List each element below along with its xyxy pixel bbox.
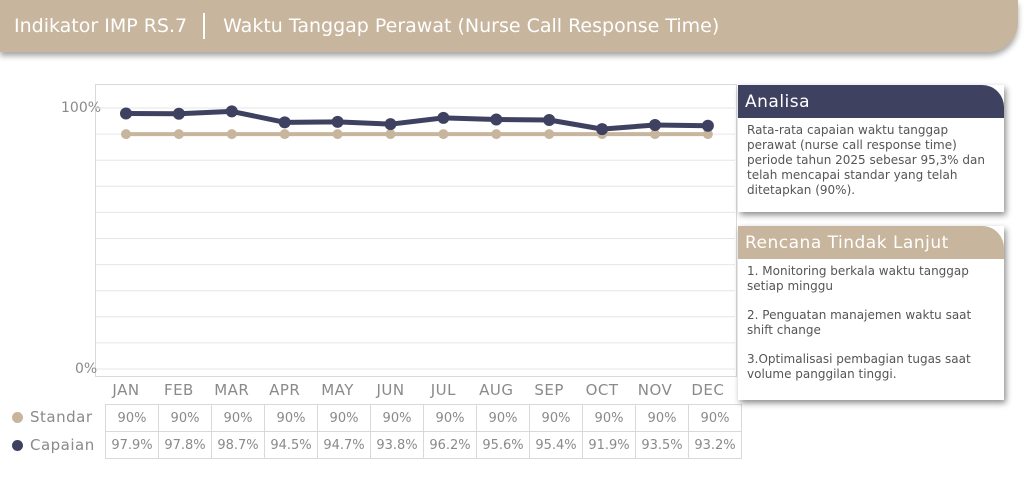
x-tick-label: SEP xyxy=(534,381,564,399)
x-tick-label: NOV xyxy=(637,381,673,399)
legend-standar-label: Standar xyxy=(30,408,93,426)
legend-capaian: Capaian xyxy=(12,436,95,454)
rtl-panel: Rencana Tindak Lanjut 1. Monitoring berk… xyxy=(738,226,1004,400)
data-point-capaian xyxy=(172,107,185,120)
y-tick-0: 0% xyxy=(75,361,98,377)
legend-standar-dot xyxy=(12,411,23,423)
legend-capaian-label: Capaian xyxy=(30,436,95,454)
table-cell: 95.6% xyxy=(476,431,530,459)
data-point-standar xyxy=(544,129,555,140)
analisa-text: Rata-rata capaian waktu tanggap perawat … xyxy=(747,123,985,197)
table-cell: 94.5% xyxy=(264,431,318,459)
table-cell: 90% xyxy=(423,404,477,432)
rtl-title: Rencana Tindak Lanjut xyxy=(738,226,1004,259)
table-row-standar: 90% 90% 90% 90% 90% 90% 90% 90% 90% 90% 90% 90% xyxy=(105,404,742,432)
data-point-capaian xyxy=(543,114,556,127)
table-cell: 97.8% xyxy=(158,431,212,459)
rtl-list: 1. Monitoring berkala waktu tanggap seti… xyxy=(738,259,1004,388)
title-banner: Indikator IMP RS.7 Waktu Tanggap Perawat… xyxy=(0,0,1018,52)
table-cell: 90% xyxy=(370,404,424,432)
data-point-standar xyxy=(702,129,713,140)
table-cell: 90% xyxy=(635,404,689,432)
analisa-panel: Analisa Rata-rata capaian waktu tanggap … xyxy=(738,85,1004,212)
rtl-item: 1. Monitoring berkala waktu tanggap seti… xyxy=(747,264,969,293)
x-tick-label: JUN xyxy=(376,381,405,399)
legend-standar: Standar xyxy=(12,408,92,426)
table-cell: 90% xyxy=(105,404,159,432)
data-point-standar xyxy=(279,129,290,140)
table-cell: 90% xyxy=(158,404,212,432)
table-cell: 95.4% xyxy=(529,431,583,459)
x-tick-label: FEB xyxy=(163,381,194,399)
data-point-capaian xyxy=(331,115,344,128)
rtl-item: 2. Penguatan manajemen waktu saat shift … xyxy=(747,308,972,337)
table-cell: 91.9% xyxy=(582,431,636,459)
legend-capaian-dot xyxy=(12,439,23,451)
data-point-capaian xyxy=(120,107,132,120)
data-point-capaian xyxy=(490,113,503,126)
data-point-standar xyxy=(173,129,184,140)
indicator-label: Indikator IMP RS.7 xyxy=(14,15,188,37)
table-cell: 90% xyxy=(264,404,318,432)
data-point-capaian xyxy=(596,123,609,136)
data-point-capaian xyxy=(384,118,397,131)
rtl-item: 3.Optimalisasi pembagian tugas saat volu… xyxy=(747,352,971,381)
x-tick-label: AUG xyxy=(479,381,514,399)
data-point-capaian xyxy=(225,105,238,118)
data-point-standar xyxy=(385,129,396,140)
x-tick-label: MAY xyxy=(321,381,354,399)
data-point-capaian xyxy=(649,118,661,131)
y-tick-100: 100% xyxy=(61,100,102,116)
x-tick-label: APR xyxy=(269,381,301,399)
table-cell: 90% xyxy=(582,404,636,432)
table-cell: 90% xyxy=(476,404,530,432)
x-tick-label: JAN xyxy=(112,381,140,399)
table-cell: 90% xyxy=(529,404,583,432)
data-point-capaian xyxy=(278,116,291,129)
data-point-standar xyxy=(438,129,449,140)
table-cell: 90% xyxy=(211,404,265,432)
title-divider xyxy=(203,13,206,39)
table-cell: 90% xyxy=(688,404,742,432)
series-line-capaian xyxy=(125,108,708,132)
page-title: Waktu Tanggap Perawat (Nurse Call Respon… xyxy=(223,15,720,37)
data-point-standar xyxy=(332,129,343,140)
table-cell: 97.9% xyxy=(105,431,159,459)
data-point-standar xyxy=(650,129,660,140)
analisa-title: Analisa xyxy=(738,85,1004,118)
data-point-standar xyxy=(226,129,237,140)
data-point-standar xyxy=(491,129,502,140)
x-tick-label: MAR xyxy=(214,381,250,399)
table-cell: 93.5% xyxy=(635,431,689,459)
x-tick-label: JUL xyxy=(430,381,457,399)
table-cell: 94.7% xyxy=(317,431,371,459)
data-table: 90% 90% 90% 90% 90% 90% 90% 90% 90% 90% 90% 90% 97.… xyxy=(105,404,742,459)
table-cell: 98.7% xyxy=(211,431,265,459)
data-point-capaian xyxy=(437,111,450,124)
table-cell: 90% xyxy=(317,404,371,432)
table-cell: 93.8% xyxy=(370,431,424,459)
data-point-capaian xyxy=(701,119,714,132)
table-cell: 93.2% xyxy=(688,431,742,459)
x-tick-label: OCT xyxy=(585,381,619,399)
table-row-capaian: 97.9% 97.8% 98.7% 94.5% 94.7% 93.8% 96.2% 95.6%… xyxy=(105,431,742,459)
data-point-standar xyxy=(121,129,131,140)
x-tick-label: DEC xyxy=(691,381,725,399)
table-cell: 96.2% xyxy=(423,431,477,459)
